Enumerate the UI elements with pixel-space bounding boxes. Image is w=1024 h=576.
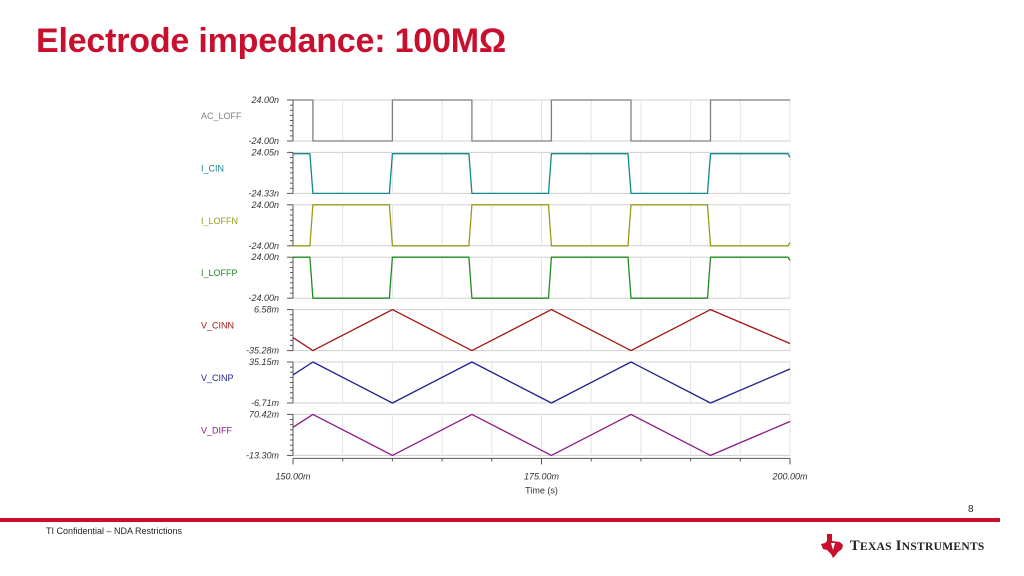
series-label: V_CINP [201, 373, 234, 383]
series-line [293, 204, 791, 247]
page-number: 8 [968, 504, 974, 515]
footer-confidential-text: TI Confidential – NDA Restrictions [46, 526, 183, 536]
series-label: I_LOFFN [201, 216, 238, 226]
y-min-label: -24.00n [248, 241, 279, 251]
y-max-label: 35.15m [249, 357, 280, 367]
x-tick-label: 150.00m [275, 471, 311, 481]
series-line [292, 308, 791, 352]
y-min-label: -13.30m [246, 450, 280, 460]
y-min-label: -24.33n [248, 188, 279, 198]
series-label: I_LOFFP [201, 268, 238, 278]
y-max-label: 70.42m [249, 409, 280, 419]
ti-logo-text: TEXAS INSTRUMENTS [850, 537, 985, 554]
x-tick-label: 200.00m [771, 471, 808, 481]
series-label: AC_LOFF [201, 111, 242, 121]
slide-title: Electrode impedance: 100MΩ [36, 22, 506, 60]
series-line [293, 256, 791, 299]
x-tick-label: 175.00m [524, 471, 560, 481]
y-max-label: 6.58m [254, 305, 280, 315]
waveform-chart: 24.00n-24.00nAC_LOFF24.05n-24.33nI_CIN24… [201, 95, 808, 495]
y-max-label: 24.00n [250, 252, 279, 262]
ti-logo: TEXAS INSTRUMENTS [820, 532, 985, 560]
footer-divider [0, 518, 1000, 522]
series-line [293, 153, 791, 195]
y-max-label: 24.00n [250, 95, 279, 105]
x-axis-title: Time (s) [525, 485, 558, 495]
series-label: I_CIN [201, 163, 224, 173]
series-line [292, 413, 791, 457]
y-max-label: 24.00n [250, 200, 279, 210]
series-line [293, 99, 790, 142]
y-min-label: -35.28m [246, 346, 280, 356]
y-min-label: -6.71m [251, 398, 280, 408]
series-line [292, 361, 791, 404]
texas-state-icon [821, 534, 843, 558]
y-min-label: -24.00n [248, 136, 279, 146]
y-max-label: 24.05n [250, 147, 279, 157]
y-min-label: -24.00n [248, 293, 279, 303]
series-label: V_DIFF [201, 425, 233, 435]
series-label: V_CINN [201, 321, 234, 331]
